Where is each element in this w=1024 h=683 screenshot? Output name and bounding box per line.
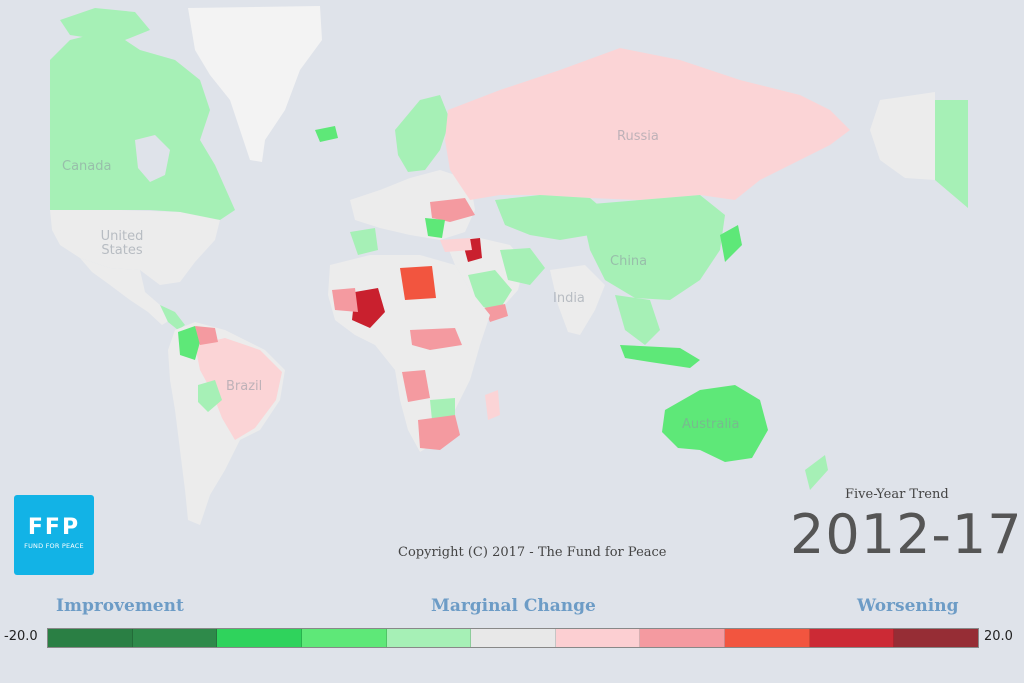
- indonesia-region[interactable]: [620, 345, 700, 368]
- iberia-region[interactable]: [350, 228, 378, 255]
- central-africa-region[interactable]: [410, 328, 462, 350]
- scale-swatch[interactable]: [471, 629, 556, 647]
- libya-region[interactable]: [400, 266, 436, 300]
- bolivia-region[interactable]: [198, 380, 222, 412]
- iceland-region[interactable]: [315, 126, 338, 142]
- canada-region[interactable]: [50, 30, 235, 220]
- scale-swatch[interactable]: [132, 629, 218, 647]
- world-map-svg[interactable]: [0, 0, 1024, 590]
- colombia-region[interactable]: [178, 326, 200, 360]
- japan-region[interactable]: [720, 225, 742, 262]
- brazil-region[interactable]: [195, 338, 282, 440]
- russia-region[interactable]: [445, 48, 850, 200]
- label-brazil: Brazil: [226, 379, 263, 394]
- venezuela-region[interactable]: [195, 326, 218, 345]
- south-africa-region[interactable]: [418, 415, 460, 450]
- new-zealand-region[interactable]: [805, 455, 828, 490]
- china-region[interactable]: [580, 195, 725, 300]
- logo-letters: FFP: [27, 515, 81, 540]
- label-united-states: United States: [100, 229, 144, 258]
- label-china: China: [610, 254, 648, 269]
- india-region[interactable]: [550, 265, 605, 335]
- scale-swatch[interactable]: [301, 629, 387, 647]
- scale-swatch[interactable]: [555, 629, 641, 647]
- yukon-region[interactable]: [935, 100, 968, 208]
- scale-swatch[interactable]: [48, 629, 133, 647]
- logo-subtitle: FUND FOR PEACE: [24, 542, 84, 550]
- hudson-bay[interactable]: [135, 135, 170, 182]
- scale-swatch[interactable]: [809, 629, 895, 647]
- tanzania-region[interactable]: [430, 398, 455, 420]
- scale-min-value: -20.0: [4, 629, 38, 644]
- scale-swatch[interactable]: [725, 629, 810, 647]
- scandinavia-region[interactable]: [395, 95, 450, 172]
- world-map[interactable]: Canada United States Brazil Russia China…: [0, 0, 1024, 590]
- scale-swatch[interactable]: [640, 629, 726, 647]
- turkey-region[interactable]: [440, 238, 472, 252]
- mexico-region[interactable]: [80, 258, 170, 325]
- greenland-region[interactable]: [188, 6, 322, 162]
- scale-label-improvement: Improvement: [56, 596, 184, 616]
- label-india: India: [553, 291, 585, 306]
- color-scale-bar: [47, 628, 979, 648]
- scale-max-value: 20.0: [984, 629, 1013, 644]
- scale-swatch[interactable]: [894, 629, 979, 647]
- central-america-region[interactable]: [160, 305, 185, 330]
- label-australia: Australia: [682, 417, 740, 432]
- trend-years: 2012-17: [790, 503, 1023, 566]
- label-canada: Canada: [62, 159, 112, 174]
- scale-label-worsening: Worsening: [857, 596, 959, 616]
- mali-region[interactable]: [352, 288, 385, 328]
- angola-region[interactable]: [402, 370, 430, 402]
- iran-region[interactable]: [500, 248, 545, 285]
- label-russia: Russia: [617, 129, 659, 144]
- scale-swatch[interactable]: [217, 629, 302, 647]
- scale-swatch[interactable]: [386, 629, 472, 647]
- balkans-region[interactable]: [425, 218, 445, 238]
- trend-label: Five-Year Trend: [845, 487, 949, 502]
- alaska-region[interactable]: [870, 92, 935, 180]
- copyright-text: Copyright (C) 2017 - The Fund for Peace: [398, 545, 667, 560]
- ukraine-region[interactable]: [430, 198, 475, 222]
- canadian-arctic-islands[interactable]: [60, 8, 150, 40]
- madagascar-region[interactable]: [485, 390, 500, 420]
- yemen-region[interactable]: [484, 304, 508, 322]
- southeast-asia-region[interactable]: [615, 295, 660, 345]
- mauritania-region[interactable]: [332, 288, 358, 312]
- australia-region[interactable]: [662, 385, 768, 462]
- united-states-region[interactable]: [50, 210, 220, 285]
- ffp-logo[interactable]: FFP FUND FOR PEACE: [14, 495, 94, 575]
- scale-label-marginal: Marginal Change: [431, 596, 596, 616]
